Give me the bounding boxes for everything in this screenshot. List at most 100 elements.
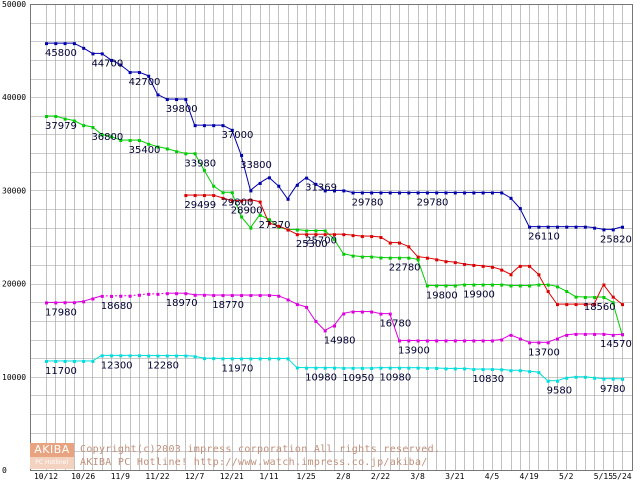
blue-series-point: [305, 176, 309, 180]
cyan-series-point: [611, 377, 615, 381]
green-series-segment: [333, 238, 344, 255]
x-tick-label: 2/8: [336, 472, 351, 480]
data-label: 10980: [379, 373, 411, 384]
green-series-point: [398, 256, 402, 260]
cyan-series-point: [110, 354, 114, 358]
magenta-series-point: [444, 339, 448, 343]
green-series-point: [147, 142, 151, 146]
magenta-series-point: [230, 294, 234, 298]
magenta-series-point: [528, 341, 532, 345]
blue-series-point: [221, 124, 225, 128]
cyan-series-point: [45, 359, 48, 363]
blue-series-point: [82, 46, 86, 50]
data-label: 36800: [91, 132, 123, 143]
green-series-point: [165, 147, 169, 151]
red-series-point: [286, 228, 290, 232]
cyan-series-point: [175, 354, 179, 358]
magenta-series-point: [453, 339, 457, 343]
cyan-series-point: [407, 366, 411, 370]
data-label: 11970: [222, 363, 254, 374]
cyan-series-point: [602, 377, 606, 381]
magenta-series-segment: [389, 313, 400, 341]
blue-series-point: [444, 191, 448, 195]
cyan-series-point: [472, 368, 476, 372]
green-series-point: [593, 296, 597, 300]
blue-series-point: [63, 42, 67, 46]
x-tick-label: 1/11: [259, 472, 278, 480]
cyan-series-point: [463, 367, 467, 371]
cyan-series-point: [91, 359, 95, 363]
cyan-series-point: [119, 354, 123, 358]
magenta-series-point: [165, 292, 169, 296]
magenta-series-point: [100, 294, 104, 298]
red-series-point: [574, 303, 578, 307]
blue-series-point: [416, 191, 420, 195]
data-label: 26110: [528, 232, 560, 243]
red-series-point: [351, 234, 355, 238]
green-series-point: [221, 191, 225, 195]
cyan-series-point: [286, 357, 290, 361]
green-series-point: [249, 226, 253, 230]
cyan-series-point: [165, 354, 169, 358]
red-series-point: [435, 258, 439, 262]
magenta-series-point: [314, 319, 318, 323]
cyan-series-point: [212, 357, 216, 361]
magenta-series-point: [435, 339, 439, 343]
y-tick-label: 30000: [2, 186, 26, 195]
red-series-segment: [593, 284, 604, 305]
y-tick-label: 20000: [2, 280, 26, 289]
green-series-point: [54, 115, 58, 119]
blue-series-point: [360, 191, 364, 195]
magenta-series-point: [602, 332, 606, 336]
magenta-series-point: [184, 292, 188, 296]
data-label: 33800: [240, 160, 272, 171]
x-tick-label: 3/21: [445, 472, 464, 480]
red-series-point: [388, 241, 392, 245]
green-series-point: [453, 284, 457, 288]
cyan-series-point: [518, 369, 522, 373]
data-label: 25820: [600, 234, 632, 245]
green-series-point: [425, 284, 429, 288]
cyan-series-point: [323, 366, 327, 370]
blue-series-point: [286, 197, 290, 201]
magenta-series-point: [360, 310, 364, 314]
green-series-point: [119, 139, 123, 143]
red-series-point: [537, 273, 541, 277]
cyan-series-point: [583, 375, 587, 379]
blue-series-point: [45, 42, 48, 46]
green-series-point: [128, 139, 132, 143]
magenta-series-point: [565, 333, 569, 337]
cyan-series-point: [528, 370, 532, 374]
cyan-series-point: [435, 366, 439, 370]
magenta-series-point: [45, 301, 48, 305]
green-series-point: [305, 229, 309, 233]
x-tick-label: 4/19: [519, 472, 538, 480]
data-label: 12300: [101, 360, 133, 371]
red-series-point: [342, 233, 346, 237]
blue-series-point: [602, 228, 606, 232]
blue-series-point: [333, 189, 336, 193]
green-series-point: [370, 255, 374, 259]
green-series-segment: [417, 259, 428, 286]
green-series-point: [379, 256, 383, 260]
magenta-series-point: [407, 339, 411, 343]
cyan-series-point: [425, 366, 429, 370]
cyan-series-point: [202, 357, 206, 361]
magenta-series-point: [537, 341, 541, 345]
cyan-series-point: [621, 377, 624, 381]
cyan-series-point: [137, 354, 141, 358]
blue-series-point: [240, 153, 244, 157]
blue-series-point: [472, 191, 476, 195]
cyan-series-point: [267, 357, 271, 361]
cyan-series-point: [221, 357, 225, 361]
logo-bottom-text: PC Hotline!: [30, 457, 74, 469]
green-series-point: [472, 283, 476, 287]
green-series-point: [323, 229, 327, 233]
magenta-series-point: [388, 312, 392, 316]
magenta-series-point: [509, 333, 513, 337]
blue-series-point: [407, 191, 411, 195]
blue-series-point: [583, 225, 587, 229]
green-series-point: [212, 184, 216, 188]
green-series-point: [611, 301, 615, 305]
blue-series-point: [509, 196, 513, 200]
